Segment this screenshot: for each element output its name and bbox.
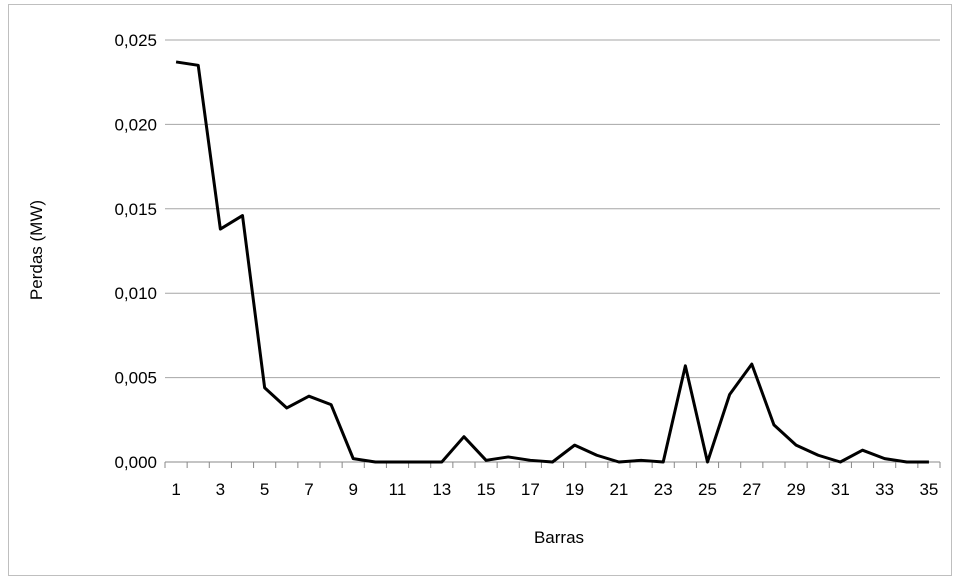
x-tick-label: 1 xyxy=(171,480,180,499)
y-axis-label: Perdas (MW) xyxy=(27,200,46,300)
x-tick-label: 3 xyxy=(216,480,225,499)
y-tick-label: 0,000 xyxy=(114,453,157,472)
x-tick-label: 25 xyxy=(698,480,717,499)
y-tick-label: 0,010 xyxy=(114,284,157,303)
x-tick-label: 13 xyxy=(432,480,451,499)
chart-frame xyxy=(8,4,952,576)
x-tick-label: 33 xyxy=(875,480,894,499)
x-tick-label: 15 xyxy=(477,480,496,499)
x-tick-label: 21 xyxy=(609,480,628,499)
x-tick-label: 7 xyxy=(304,480,313,499)
series-line xyxy=(175,60,929,464)
y-tick-labels: 0,000 0,005 0,010 0,015 0,020 0,025 xyxy=(114,31,157,472)
x-tick-label: 19 xyxy=(565,480,584,499)
y-tick-label: 0,015 xyxy=(114,200,157,219)
y-tick-label: 0,020 xyxy=(114,115,157,134)
x-tick-label: 27 xyxy=(742,480,761,499)
x-axis-label: Barras xyxy=(534,528,584,547)
x-tick-label: 29 xyxy=(787,480,806,499)
x-tick-labels: 1 3 5 7 9 11 13 15 17 19 21 23 25 27 29 31 33 35 xyxy=(171,480,938,499)
x-tick-label: 11 xyxy=(389,480,407,499)
x-tick-label: 31 xyxy=(831,480,850,499)
x-tick-label: 35 xyxy=(919,480,938,499)
x-tick-label: 9 xyxy=(348,480,357,499)
y-tick-label: 0,025 xyxy=(114,31,157,50)
gridlines xyxy=(165,39,940,379)
x-tick-label: 5 xyxy=(260,480,269,499)
x-tick-label: 17 xyxy=(521,480,540,499)
y-tick-label: 0,005 xyxy=(114,369,157,388)
x-tick-label: 23 xyxy=(654,480,673,499)
